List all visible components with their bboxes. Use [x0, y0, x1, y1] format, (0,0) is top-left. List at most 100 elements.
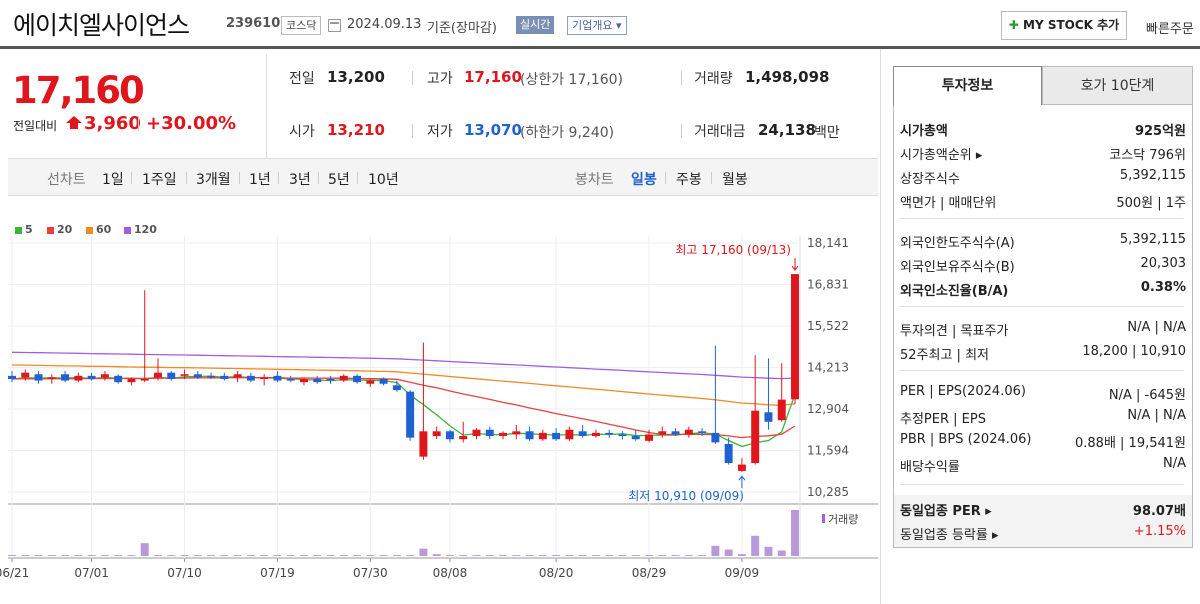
panel-footer: [894, 495, 1192, 547]
info-value: 98.07배: [1132, 504, 1186, 519]
volume-bar: [154, 555, 162, 556]
volume-bar: [631, 555, 640, 556]
period-10y[interactable]: 10년: [368, 172, 399, 188]
candle-body: [552, 432, 561, 440]
info-label: 외국인소진율(B/A): [900, 284, 1009, 299]
info-value: N/A | N/A: [1127, 320, 1186, 335]
ma5-line: [11, 375, 796, 448]
plus-icon: ✚: [1008, 18, 1024, 32]
tab-order-book[interactable]: 호가 10단계: [1042, 66, 1193, 105]
info-value: 5,392,115: [1119, 168, 1186, 183]
candle-body: [34, 374, 43, 381]
info-label: PER | EPS(2024.06): [900, 384, 1026, 399]
min-arrow-icon: [738, 475, 746, 489]
ma60-line: [11, 364, 796, 407]
volume-value: 1,498,098: [745, 68, 830, 86]
x-tick-label: 09/09: [725, 566, 760, 580]
volume-bar: [339, 555, 348, 556]
candle-body: [8, 375, 16, 380]
candle-body: [61, 374, 70, 381]
candle-body: [193, 374, 202, 378]
quick-order-link[interactable]: 빠른주문: [1146, 22, 1194, 37]
volume-bar: [445, 555, 454, 556]
market-badge: 코스닥: [281, 16, 322, 35]
info-value: N/A | -645원: [1108, 388, 1186, 403]
volume-bar: [127, 555, 136, 556]
x-tick-label: 06/21: [0, 566, 29, 580]
panel-divider: [880, 49, 881, 604]
volume-bar: [751, 535, 760, 556]
period-5y[interactable]: 5년: [328, 172, 350, 188]
volume-bar: [724, 549, 733, 556]
info-label: 52주최고 | 최저: [900, 348, 989, 363]
divider: [412, 71, 413, 85]
x-tick-label: 07/01: [74, 566, 109, 580]
company-info-button[interactable]: 기업개요 ▾: [567, 16, 627, 35]
period-3m[interactable]: 3개월: [196, 172, 231, 188]
x-tick-label: 08/29: [632, 566, 667, 580]
candle-daily[interactable]: 일봉: [631, 172, 657, 188]
calendar-icon: [328, 19, 341, 32]
candle-body: [645, 434, 653, 441]
tab-invest-info[interactable]: 투자정보: [893, 66, 1042, 105]
candle-body: [419, 431, 428, 457]
candle-body: [751, 410, 760, 463]
max-price-label: 최고 17,160 (09/13): [675, 243, 791, 257]
candle-body: [180, 374, 189, 376]
candle-body: [154, 372, 162, 378]
realtime-button[interactable]: 실시간: [516, 16, 555, 34]
candle-body: [671, 431, 680, 435]
period-1w[interactable]: 1주일: [142, 172, 177, 188]
x-tick-label: 07/19: [260, 566, 295, 580]
info-label[interactable]: 시가총액순위 ▸: [900, 148, 983, 163]
period-3y[interactable]: 3년: [289, 172, 311, 188]
open-value: 13,210: [327, 121, 385, 139]
volume-bar: [459, 555, 468, 556]
candle-body: [512, 431, 521, 435]
volume-bar: [791, 510, 799, 556]
max-arrow-icon: [791, 258, 799, 271]
candle-body: [472, 429, 481, 437]
info-label[interactable]: 동일업종 PER ▸: [900, 504, 992, 519]
candle-weekly[interactable]: 주봉: [676, 172, 702, 188]
candle-body: [445, 431, 454, 440]
candle-monthly[interactable]: 월봉: [722, 172, 748, 188]
divider: [239, 172, 240, 184]
basis-text: 기준(장마감): [427, 21, 497, 36]
candle-body: [220, 375, 229, 380]
volume-bar: [578, 555, 587, 556]
up-arrow-icon: [66, 116, 82, 129]
volume-bar: [180, 555, 189, 556]
candle-body: [432, 431, 441, 437]
mystock-add-button[interactable]: ✚ MY STOCK 추가: [1001, 11, 1127, 40]
divider: [665, 172, 666, 184]
volume-label: 거래량: [694, 71, 733, 87]
divider: [900, 218, 1184, 219]
legend-swatch-ma120: [124, 227, 131, 234]
low-label: 저가: [427, 124, 453, 140]
candle-body: [273, 375, 282, 381]
volume-bar: [565, 555, 574, 556]
volume-bar: [698, 555, 707, 556]
volume-bar: [8, 555, 16, 556]
info-value: N/A: [1163, 456, 1186, 471]
header: 에이치엘사이언스 239610 코스닥 2024.09.13 기준(장마감) 실…: [0, 0, 1200, 48]
period-1y[interactable]: 1년: [249, 172, 271, 188]
volume-bar: [764, 546, 773, 556]
info-label[interactable]: 동일업종 등락률 ▸: [900, 528, 999, 543]
amount-unit: 백만: [814, 125, 840, 141]
period-1d[interactable]: 1일: [102, 172, 124, 188]
company-name: 에이치엘사이언스: [13, 11, 190, 40]
candle-body: [379, 379, 388, 384]
candle-body: [406, 391, 415, 438]
low-value: 13,070: [464, 121, 522, 139]
price-chart[interactable]: 18,141 16,831 15,522 14,213 12,904 11,594 10,2…: [0, 0, 880, 604]
info-value: 5,392,115: [1119, 232, 1186, 247]
candle-body: [538, 432, 547, 440]
high-value: 17,160: [464, 68, 522, 86]
candle-body: [74, 375, 83, 381]
volume-bar: [260, 555, 269, 556]
volume-bar: [193, 555, 202, 556]
volume-bar: [246, 555, 255, 556]
ma120-line: [11, 351, 796, 380]
